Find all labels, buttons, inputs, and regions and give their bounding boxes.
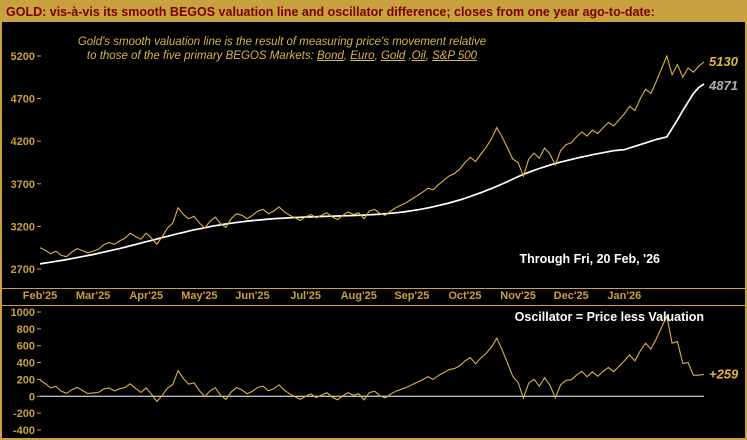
y-axis-tick-label: 600 [17,341,35,353]
y-axis-tick-label: 800 [17,324,35,336]
x-axis-label: Feb'25 [22,290,58,302]
x-axis-label: Apr'25 [129,290,164,302]
x-axis-label: Nov'25 [500,290,536,302]
y-axis-tick-label: -200 [13,408,35,420]
y-axis-tick-label: 3200 [11,221,35,233]
y-axis-tick-label: 5200 [11,51,35,63]
y-axis-tick-label: 200 [17,374,35,386]
y-axis-tick-label: 0 [29,391,35,403]
y-axis-tick-label: 2700 [11,264,35,276]
y-axis-tick-label: 3700 [11,179,35,191]
valuation-line [39,83,705,265]
oscillator-panel: 1000 800 600 400 200 0 -200 -400 Oscillator = P… [2,306,745,438]
x-axis-label: Sep'25 [394,290,430,302]
oscillator-end-label: +259 [709,366,739,381]
page-title: GOLD: vis-à-vis its smooth BEGOS valuati… [2,2,745,22]
x-axis-label: Jul'25 [290,290,321,302]
x-axis-label: Dec'25 [553,290,589,302]
y-axis-tick-label: 1000 [11,307,35,319]
main-y-axis: 5200 4700 4200 3700 3200 2700 [11,51,41,276]
x-axis-labels: Feb'25 Mar'25 Apr'25 May'25 Jun'25 Jul'25 Aug'… [2,288,745,306]
oscillator-y-axis: 1000 800 600 400 200 0 -200 -400 [11,307,41,437]
x-axis-label: Jan'26 [607,290,642,302]
x-axis-label: May'25 [181,290,218,302]
main-chart-svg: 5200 4700 4200 3700 3200 2700 5130 4871 Throu… [11,51,739,276]
x-axis-label: Oct'25 [448,290,482,302]
y-axis-tick-label: 400 [17,358,35,370]
end-price-label: 5130 [709,54,739,69]
through-date-label: Through Fri, 20 Feb, '26 [520,252,661,266]
oscillator-svg: 1000 800 600 400 200 0 -200 -400 Oscillator = P… [11,307,740,437]
end-valuation-label: 4871 [708,78,738,93]
main-chart-panel: 5200 4700 4200 3700 3200 2700 5130 4871 Throu… [2,22,745,288]
y-axis-tick-label: 4200 [11,136,35,148]
x-axis-label: Jun'25 [235,290,270,302]
y-axis-tick-label: -400 [13,425,35,437]
gold-price-line [39,54,705,258]
oscillator-line [39,314,705,403]
x-axis-label: Mar'25 [75,290,111,302]
oscillator-title: Oscillator = Price less Valuation [515,310,704,324]
y-axis-tick-label: 4700 [11,94,35,106]
x-axis-label: Aug'25 [340,290,377,302]
